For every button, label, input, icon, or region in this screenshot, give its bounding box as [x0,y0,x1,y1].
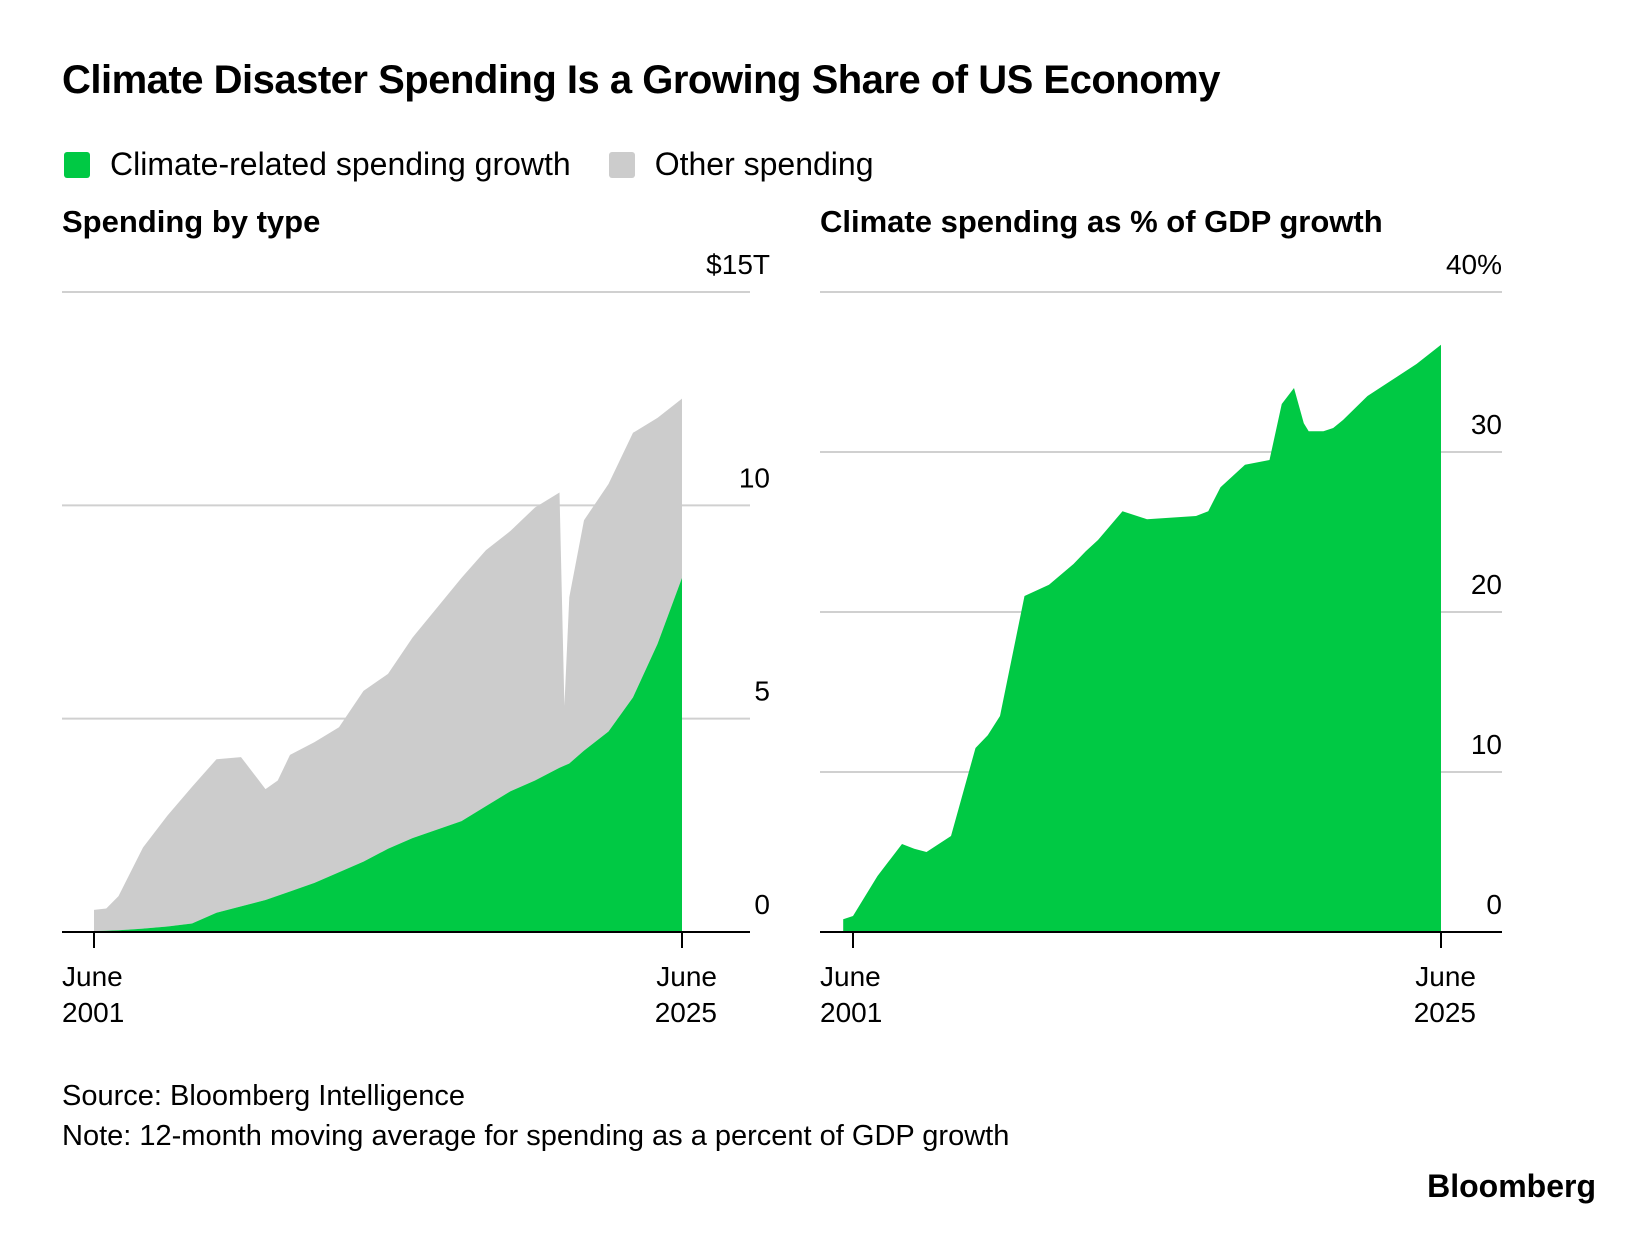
x-tick-label: 2025 [1414,997,1476,1028]
note-text: Note: 12-month moving average for spendi… [62,1120,1010,1152]
x-tick-label: June [62,961,123,992]
legend-label-other: Other spending [654,146,874,182]
right-chart: June 2001 June 2025 0 10 20 30 40% [820,249,1502,1028]
x-tick-label: June [656,961,717,992]
area-climate [94,577,682,932]
left-chart-title: Spending by type [62,204,321,239]
y-tick-label: 10 [739,462,770,493]
y-tick-label: 40% [1446,249,1502,280]
x-tick-label: 2001 [820,997,882,1028]
area-climate [843,344,1441,932]
bloomberg-logo: Bloomberg [1427,1168,1596,1204]
x-tick-label: 2025 [655,997,717,1028]
legend-swatch-other [608,151,635,178]
y-tick-label: 0 [1486,889,1502,920]
y-tick-label: 0 [754,889,770,920]
y-tick-label: 10 [1471,729,1502,760]
x-tick-label: June [820,961,881,992]
source-text: Source: Bloomberg Intelligence [62,1080,466,1112]
left-chart: June 2001 June 2025 0 5 10 $15T [62,249,770,1028]
legend: Climate-related spending growth Other sp… [64,146,912,183]
y-tick-label: 30 [1471,409,1502,440]
x-tick-label: 2001 [62,997,124,1028]
legend-label-climate: Climate-related spending growth [110,146,571,182]
right-chart-title: Climate spending as % of GDP growth [820,204,1383,239]
area-other [94,398,682,932]
y-tick-label: 20 [1471,569,1502,600]
legend-item-other: Other spending [608,146,874,183]
legend-item-climate: Climate-related spending growth [64,146,571,183]
x-tick-label: June [1415,961,1476,992]
y-tick-label: $15T [706,249,770,280]
chart-title: Climate Disaster Spending Is a Growing S… [62,58,1220,102]
legend-swatch-climate [64,151,90,178]
y-tick-label: 5 [754,676,770,707]
